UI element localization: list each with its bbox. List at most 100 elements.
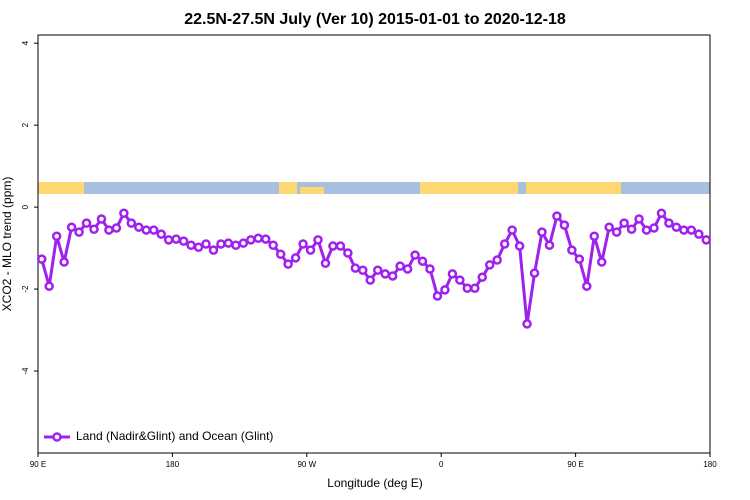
x-tick-label: 180 (703, 460, 717, 469)
data-point (178, 236, 189, 246)
data-point (208, 245, 219, 255)
data-point (171, 234, 181, 244)
data-point (193, 242, 204, 253)
data-point (477, 272, 488, 282)
data-point (74, 227, 84, 237)
data-point (96, 214, 107, 224)
data-point (686, 225, 697, 235)
data-point (290, 253, 301, 263)
data-point (544, 240, 555, 250)
data-point (320, 258, 331, 269)
data-point (223, 238, 234, 248)
data-point (305, 245, 316, 255)
data-point (626, 224, 637, 234)
data-point (59, 257, 69, 267)
y-axis-label: XCO2 - MLO trend (ppm) (0, 177, 14, 312)
data-point (410, 250, 420, 260)
x-axis-label: Longitude (deg E) (327, 476, 422, 490)
data-point (51, 231, 62, 241)
data-point (104, 225, 114, 235)
data-point (582, 281, 592, 291)
data-point (372, 265, 383, 275)
y-tick-label: 2 (21, 122, 30, 127)
data-point (417, 256, 428, 266)
data-point (611, 227, 622, 237)
y-tick-label: -2 (21, 285, 30, 293)
data-point (283, 259, 293, 269)
legend-marker (52, 432, 62, 442)
data-point (484, 260, 495, 270)
data-point (395, 261, 405, 271)
data-point (275, 249, 286, 259)
x-tick-label: 90 W (297, 460, 316, 469)
data-point (313, 235, 323, 245)
data-point (201, 239, 211, 249)
data-point (350, 263, 361, 273)
data-point (455, 275, 465, 285)
data-point (619, 218, 629, 228)
x-tick-label: 90 E (567, 460, 583, 469)
data-point (656, 208, 667, 219)
data-point (358, 265, 368, 275)
data-point (604, 222, 614, 232)
data-point (447, 269, 458, 279)
data-point (328, 241, 338, 251)
y-tick-label: -4 (21, 367, 30, 375)
data-point (701, 235, 712, 245)
data-point (141, 225, 152, 235)
data-point (238, 238, 249, 248)
data-point (567, 245, 577, 255)
legend-label: Land (Nadir&Glint) and Ocean (Glint) (76, 429, 273, 443)
data-point (694, 229, 704, 239)
data-point (492, 255, 502, 265)
data-point (641, 225, 652, 235)
data-point (425, 264, 435, 274)
data-point (343, 248, 353, 258)
data-point (470, 283, 480, 294)
data-point (231, 240, 241, 250)
data-point (537, 227, 547, 237)
y-tick-label: 4 (21, 40, 30, 45)
data-point (126, 218, 137, 228)
data-point (649, 223, 659, 233)
data-point (387, 271, 398, 281)
data-point (664, 218, 674, 228)
data-point (260, 234, 271, 244)
data-point (499, 239, 510, 249)
data-point (246, 235, 256, 245)
data-point (36, 254, 47, 264)
data-point (66, 222, 77, 232)
data-point (634, 214, 644, 224)
plot-frame (37, 34, 711, 454)
x-tick-label: 0 (439, 460, 444, 469)
data-point (134, 222, 144, 232)
data-point (529, 268, 540, 278)
data-point (380, 269, 390, 279)
data-point (679, 225, 689, 235)
data-point (514, 241, 525, 251)
data-point (44, 281, 54, 291)
data-point (440, 285, 450, 295)
x-tick-label: 180 (166, 460, 180, 469)
data-point (552, 211, 562, 221)
data-point (111, 223, 122, 233)
data-point (89, 224, 99, 234)
data-point (432, 291, 443, 301)
y-tick-label: 0 (21, 204, 30, 209)
data-point (253, 233, 264, 244)
data-point (365, 275, 376, 285)
data-point (574, 254, 585, 264)
data-point (522, 319, 532, 329)
data-point (507, 225, 517, 235)
data-point (335, 241, 346, 251)
data-point (119, 208, 129, 219)
data-point (268, 240, 278, 250)
data-point (559, 220, 570, 230)
data-point (156, 229, 166, 239)
map-strip (38, 182, 710, 194)
data-point (186, 240, 196, 250)
data-point (671, 222, 682, 232)
data-point (148, 225, 159, 235)
data-point (402, 264, 413, 274)
